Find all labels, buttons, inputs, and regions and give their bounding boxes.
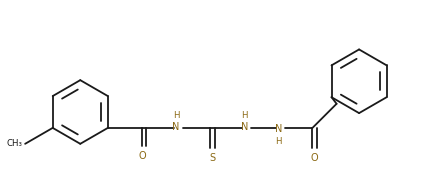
Text: O: O (311, 153, 319, 163)
Text: H: H (173, 111, 179, 120)
Text: N: N (275, 124, 282, 134)
Text: O: O (138, 151, 146, 161)
Text: S: S (209, 153, 216, 163)
Text: CH₃: CH₃ (7, 139, 23, 148)
Text: N: N (172, 122, 180, 132)
Text: H: H (241, 111, 247, 120)
Text: H: H (275, 137, 281, 146)
Text: N: N (241, 122, 248, 132)
